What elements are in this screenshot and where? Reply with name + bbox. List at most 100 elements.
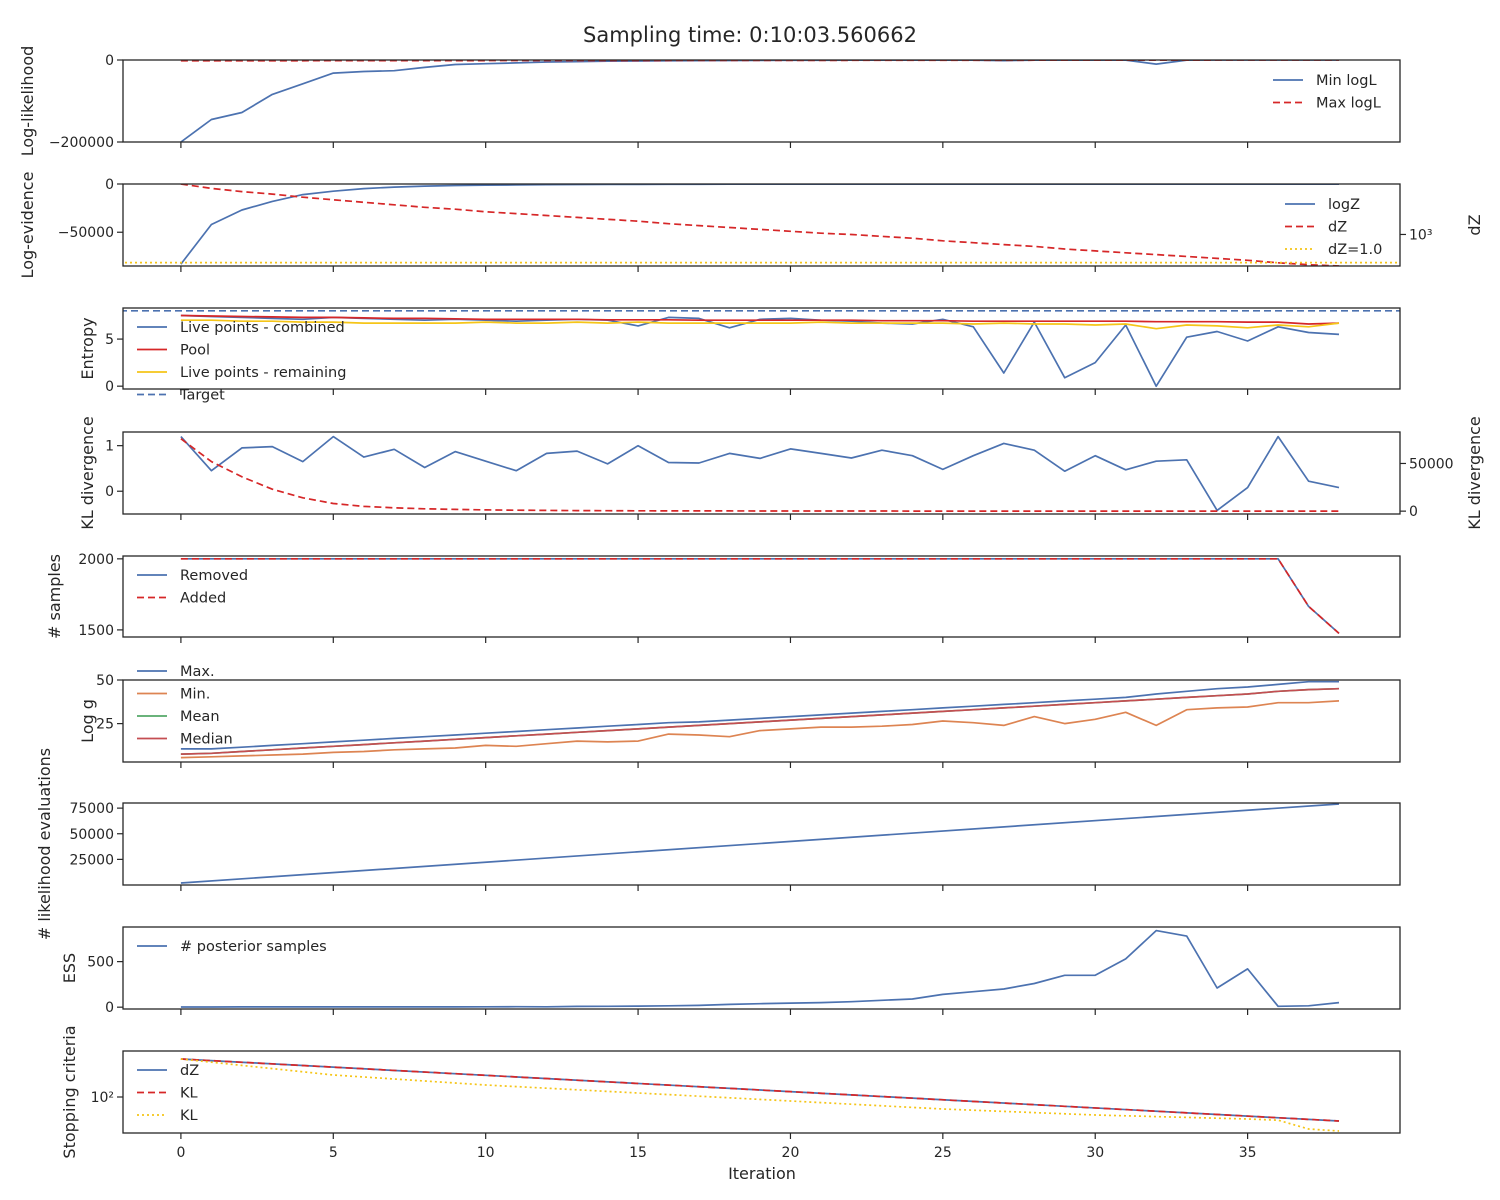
y-axis-label: # samples [45, 554, 64, 639]
right-tick-label: 10³ [1409, 227, 1432, 243]
legend-label: Removed [180, 568, 248, 584]
legend-label: Min. [180, 687, 210, 703]
panel-stopping: 10² Stopping criteria dZ KL KL [60, 1025, 1401, 1159]
legend-label: KL [180, 1086, 198, 1102]
series-group [180, 929, 1340, 1008]
panel-frame [122, 802, 1401, 886]
series-group [180, 803, 1340, 884]
legend: Live points - combined Pool Live points - … [137, 320, 346, 404]
legend: dZ KL KL [137, 1063, 199, 1124]
y-axis-label: Log-likelihood [18, 46, 37, 157]
y-tick-label: −50000 [58, 225, 114, 241]
legend-label: Pool [180, 343, 210, 359]
y-tick-label: 0 [105, 484, 114, 500]
panel-entropy: 0 5 Entropy Live points - combinedPoolLive … [78, 307, 1401, 404]
y-tick-label: 25000 [69, 852, 114, 868]
y-axis-label: Log g [78, 699, 97, 743]
y-tick-label: 25 [96, 717, 114, 733]
series-line-max- [180, 680, 1339, 750]
x-tick-label: 35 [1239, 1145, 1257, 1161]
legend: Min logL Max logL [1273, 73, 1381, 112]
panel-frame [122, 926, 1401, 1010]
y-tick-label: 0 [105, 53, 114, 69]
panel-frame [122, 307, 1401, 390]
panel-kl: 0 1 0 50000 KL divergence KL divergence [78, 416, 1484, 529]
legend-label: Max logL [1316, 96, 1381, 112]
right-axis-label: dZ [1465, 214, 1484, 235]
legend-label: # posterior samples [180, 939, 327, 955]
legend-label: Min logL [1316, 73, 1377, 89]
y-tick-label: 0 [105, 1000, 114, 1016]
panel-logevidence: 0 −50000 10³ dZ Log-evidence logZ dZ dZ=1.0 [18, 172, 1484, 279]
right-tick-label: 0 [1409, 504, 1418, 520]
x-tick-label: 0 [176, 1145, 185, 1161]
series-line-kl [180, 1058, 1340, 1132]
series-line-median [180, 687, 1340, 755]
series-line-pool [180, 314, 1340, 325]
y-tick-label: 5 [105, 332, 114, 348]
panel-frame [122, 431, 1401, 515]
series-line-max-logl [180, 60, 1340, 62]
legend: Removed Added [137, 568, 248, 607]
legend-label: Live points - remaining [180, 365, 346, 381]
y-axis-label: ESS [60, 953, 79, 983]
panel-loglikelihood: 0 −200000 Log-likelihood Min logL Max logL [18, 46, 1401, 157]
legend-label: dZ [180, 1063, 199, 1079]
series-line-unnamed-1 [180, 438, 1339, 512]
panel-logg: 25 50 Log g Max. Min. Mean Median [78, 664, 1401, 768]
x-tick-label: 30 [1086, 1145, 1104, 1161]
y-tick-label: 0 [105, 177, 114, 193]
series-line-live-points-remaining [180, 319, 1340, 330]
y-axis-label: Stopping criteria [60, 1025, 79, 1158]
y-tick-label: 75000 [69, 801, 114, 817]
y-axis-label: Log-evidence [18, 172, 37, 279]
x-tick-label: 25 [934, 1145, 952, 1161]
right-axis-label: KL divergence [1465, 416, 1484, 529]
x-tick-label: 15 [629, 1145, 647, 1161]
x-tick-label: 5 [329, 1145, 338, 1161]
legend-label: dZ [1328, 220, 1347, 236]
y-tick-label: 50 [96, 673, 114, 689]
legend-label: Target [179, 388, 225, 404]
right-tick-label: 50000 [1409, 456, 1454, 472]
series-group [180, 435, 1340, 512]
series-group [123, 309, 1400, 388]
y-tick-label: 1 [105, 439, 114, 455]
x-axis-label: Iteration [728, 1164, 796, 1183]
legend: # posterior samples [137, 939, 327, 955]
legend-label: logZ [1328, 197, 1360, 213]
y-tick-label: 10² [91, 1090, 114, 1106]
series-line-unnamed-0 [180, 435, 1340, 512]
y-tick-label: 1500 [78, 623, 114, 639]
series-line-added [180, 557, 1340, 635]
y-axis-label: KL divergence [78, 416, 97, 529]
y-tick-label: 0 [105, 379, 114, 395]
panels: 0 −200000 Log-likelihood Min logL Max logL 0 −… [18, 46, 1484, 1159]
panel-samples: 2000 1500 # samples Removed Added [45, 552, 1401, 643]
shared-x-axis: 0 5 10 15 20 25 30 35 [176, 1145, 1256, 1161]
panel-ess: 0 500 ESS # posterior samples [60, 926, 1401, 1016]
figure-title: Sampling time: 0:10:03.560662 [583, 23, 917, 47]
y-tick-label: −200000 [49, 135, 114, 151]
panel-frame [122, 555, 1401, 638]
y-tick-label: 50000 [69, 827, 114, 843]
x-tick-label: 20 [782, 1145, 800, 1161]
y-tick-label: 500 [87, 955, 114, 971]
panel-frame [122, 183, 1401, 267]
legend-label: Max. [180, 664, 215, 680]
series-group [180, 557, 1340, 635]
legend-label: Mean [180, 709, 220, 725]
legend-label: Median [180, 732, 233, 748]
legend-label: dZ=1.0 [1328, 242, 1382, 258]
panel-likelihood_evals: 25000 50000 75000 # likelihood evaluations [35, 748, 1401, 940]
legend: Max. Min. Mean Median [137, 664, 233, 748]
y-axis-label: Entropy [78, 317, 97, 379]
series-line-min- [180, 700, 1340, 759]
series-line-unnamed-0 [180, 803, 1340, 884]
panel-frame [122, 679, 1401, 763]
series-line-kl [180, 1058, 1340, 1122]
legend: logZ dZ dZ=1.0 [1285, 197, 1382, 258]
x-tick-label: 10 [477, 1145, 495, 1161]
